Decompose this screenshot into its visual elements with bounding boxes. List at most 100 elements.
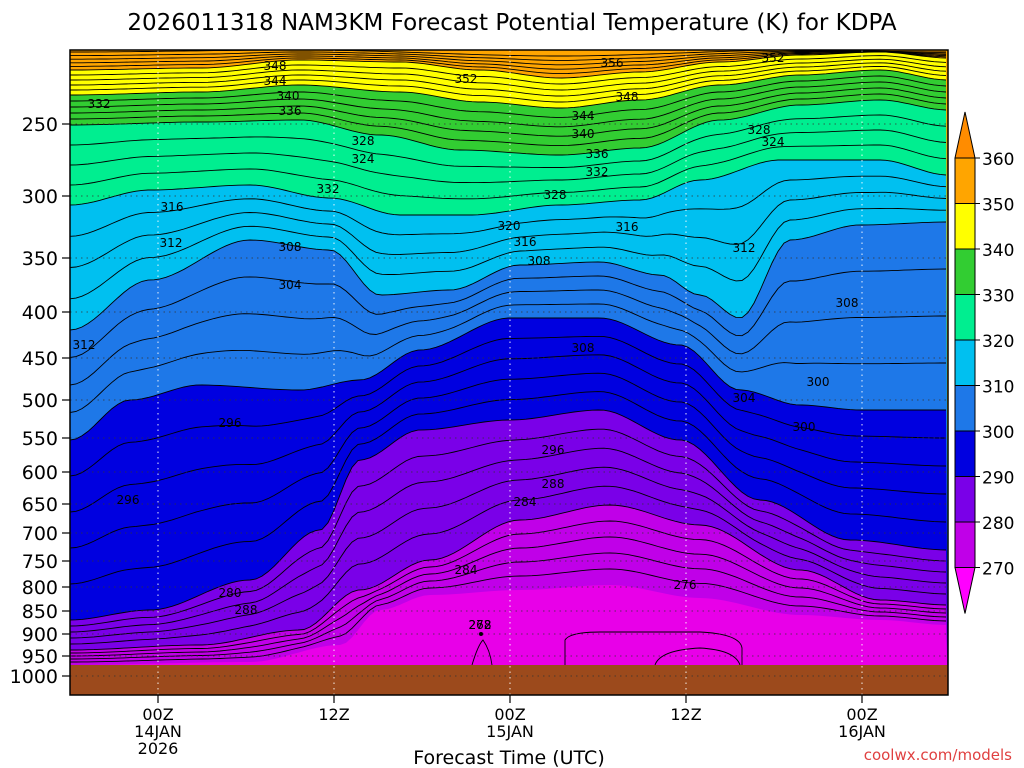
x-tick-label: 16JAN (838, 722, 886, 741)
x-tick-label: 12Z (670, 705, 701, 724)
contour-line (70, 50, 947, 61)
contour-line (70, 207, 946, 300)
contour-label: 352 (455, 72, 478, 86)
contour-label: 344 (264, 74, 287, 88)
contour-line (70, 289, 946, 386)
contour-line (70, 504, 947, 651)
ground (70, 665, 948, 695)
contour-line (70, 144, 947, 200)
contour-line (654, 647, 741, 666)
contour-label: 340 (572, 127, 595, 141)
contour-line (70, 520, 947, 654)
plot-area: 3483443403363323523563483523443403363323… (70, 50, 948, 695)
colorbar-tick-label: 290 (982, 469, 1014, 489)
contour-label: 324 (352, 152, 375, 166)
contour-line (70, 62, 947, 97)
colorbar-tick-label: 330 (982, 287, 1014, 307)
contour-line (70, 75, 947, 118)
contour-line (70, 552, 947, 660)
contour-line (70, 129, 947, 184)
colorbar-swatch (954, 430, 976, 477)
contour-labels: 3483443403363323523563483523443403363323… (73, 51, 859, 636)
contour-label: 300 (807, 375, 830, 389)
colorbar-swatch (954, 294, 976, 341)
contour-label: 284 (514, 495, 537, 509)
contour-label: 288 (542, 477, 565, 491)
contour-label: 320 (498, 219, 521, 233)
contour-label: 348 (616, 90, 639, 104)
contour-label: 288 (235, 603, 258, 617)
contour-line (70, 50, 947, 66)
y-tick-label: 800 (22, 577, 58, 599)
contour-line (70, 87, 947, 137)
x-tick-label: 12Z (318, 705, 349, 724)
y-tick-label: 900 (22, 624, 58, 646)
contour-label: 268 (469, 618, 492, 632)
contour-line (70, 391, 947, 585)
contour-line (70, 114, 947, 168)
plot-frame (69, 49, 949, 696)
x-tick-label: 00Z (846, 705, 877, 724)
contour-lines (70, 50, 947, 666)
contour-line (70, 159, 947, 216)
contour-label: 332 (586, 165, 609, 179)
contour-line (70, 317, 946, 441)
contour-line (70, 354, 947, 513)
contour-line (70, 93, 947, 147)
contour-line (70, 65, 947, 103)
y-tick-label: 550 (22, 428, 58, 450)
contour-label: 336 (279, 104, 302, 118)
contour-line (70, 372, 947, 549)
contour-label: 300 (793, 420, 816, 434)
contour-line (70, 568, 947, 663)
contour-label: 328 (748, 123, 771, 137)
contour-line (70, 335, 946, 477)
contour-label: 308 (836, 296, 859, 310)
colorbar-swatch (954, 521, 976, 568)
contour-label: 328 (544, 188, 567, 202)
x-tick-label: 2026 (138, 739, 179, 758)
chart-title: 2026011318 NAM3KM Forecast Potential Tem… (127, 10, 896, 36)
contour-label: 280 (219, 586, 242, 600)
contour-line (70, 303, 946, 413)
contour-label: 272 (469, 618, 492, 632)
contour-line (471, 639, 493, 666)
contour-line (70, 268, 947, 358)
y-tick-label: 600 (22, 462, 58, 484)
contour-line (70, 81, 947, 128)
contour-line (70, 466, 947, 639)
colorbar-tick-label: 340 (982, 241, 1014, 261)
contour-label: 316 (616, 220, 639, 234)
contour-line (70, 536, 947, 657)
contour-line (70, 485, 947, 645)
y-tick-label: 750 (22, 551, 58, 573)
y-tick-label: 250 (22, 114, 58, 136)
contour-line (70, 191, 947, 268)
y-tick-label: 650 (22, 494, 58, 516)
colorbar-tick-label: 350 (982, 196, 1014, 216)
y-tick-label: 950 (22, 646, 58, 668)
contour-label: 276 (674, 578, 697, 592)
contour-line (70, 99, 947, 156)
contour-label: 340 (277, 89, 300, 103)
x-tick-label: 00Z (142, 705, 173, 724)
contour-line (70, 221, 947, 331)
contour-label: 312 (733, 241, 756, 255)
colorbar-tick-label: 360 (982, 150, 1014, 170)
contour-label: 356 (601, 56, 624, 70)
y-tick-label: 700 (22, 523, 58, 545)
colorbar-swatch (954, 203, 976, 250)
contour-label: 296 (117, 493, 140, 507)
contour-label: 332 (88, 97, 111, 111)
grid (70, 50, 948, 695)
colorbar: 360 350 340 330 320 310 300 290 280 270 (954, 111, 1014, 614)
contour-line (564, 631, 743, 665)
colorbar-swatch (954, 385, 976, 432)
contour-label: 304 (279, 278, 302, 292)
contour-label: 296 (219, 416, 242, 430)
y-tick-label: 1000 (10, 666, 58, 688)
colorbar-tick-label: 270 (982, 560, 1014, 580)
contour-label: 312 (160, 236, 183, 250)
